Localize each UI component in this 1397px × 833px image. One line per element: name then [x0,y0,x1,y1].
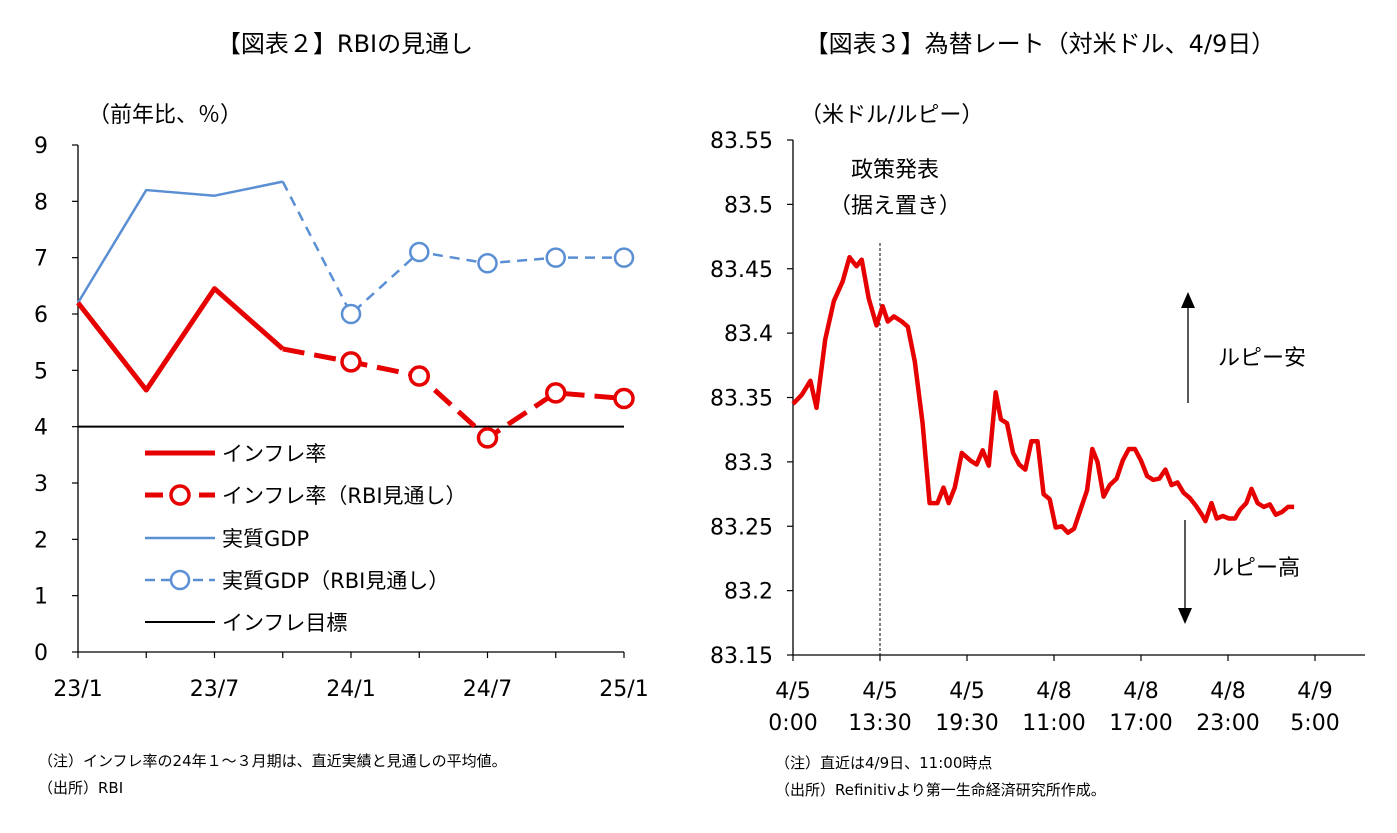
y-tick-label: 83.15 [710,644,773,669]
data-point-marker [340,303,362,325]
left-series [76,180,635,449]
data-point-marker [477,253,498,274]
y-tick-label: 5 [34,359,48,384]
x-tick-label: 23/7 [190,677,239,702]
right-series [791,243,1295,655]
x-tick-label: 24/7 [463,677,512,702]
rupee-weaker-label: ルピー安 [1218,346,1306,371]
x-tick-label-date: 4/5 [862,679,897,704]
y-tick-label: 9 [34,134,48,159]
chart-title-left: 【図表２】RBIの見通し [217,30,473,58]
data-point-marker [545,247,566,268]
y-tick-label: 7 [34,247,48,272]
x-tick-label-time: 5:00 [1290,711,1339,736]
series-line-1 [282,346,625,441]
y-tick-label: 83.45 [710,258,773,283]
source-left: （出所）RBI [38,779,123,797]
series-line-3 [281,181,624,316]
data-point-marker [409,241,430,263]
y-tick-label: 2 [34,528,48,553]
x-tick-label: 25/1 [599,677,648,702]
legend-label: インフレ率 [222,442,326,466]
y-unit-label-right: （米ドル/ルピー） [800,103,983,128]
data-point-marker [476,427,499,449]
x-tick-label-time: 0:00 [768,711,817,736]
y-tick-label: 0 [34,641,48,666]
note-right: （注）直近は4/9日、11:00時点 [775,754,992,772]
data-point-marker [545,382,567,404]
chart-title-right: 【図表３】為替レート（対米ドル、4/9日） [805,30,1276,58]
rbi-outlook-chart: 【図表２】RBIの見通し （前年比、％） 0 1 2 3 4 5 6 7 8 9 23/1 23/7 2… [34,30,649,702]
y-tick-label: 6 [34,303,48,328]
y-tick-label: 4 [34,416,48,441]
x-tick-label-date: 4/5 [949,679,984,704]
source-right: （出所）Refinitivより第一生命経済研究所作成。 [775,781,1106,799]
note-left: （注）インフレ率の24年１～３月期は、直近実績と見通しの平均値。 [38,752,507,770]
x-tick-label-time: 19:30 [935,711,998,736]
y-tick-label: 8 [34,190,48,215]
x-tick-label-time: 11:00 [1022,711,1085,736]
x-tick-label-date: 4/8 [1210,679,1245,704]
y-tick-label: 83.3 [724,451,773,476]
x-tick-label: 24/1 [326,677,375,702]
x-tick-label: 23/1 [53,677,102,702]
data-point-marker [613,387,635,410]
y-tick-label: 83.5 [724,193,773,218]
x-tick-label-time: 17:00 [1109,711,1172,736]
legend-marker [169,484,191,506]
fx-rate-line [791,254,1295,535]
x-tick-label-date: 4/8 [1036,679,1071,704]
y-tick-label: 3 [34,472,48,497]
y-tick-label: 83.35 [710,387,773,412]
y-unit-label-left: （前年比、％） [88,103,242,128]
rupee-stronger-label: ルピー高 [1212,556,1300,581]
x-tick-label-time: 13:30 [848,711,911,736]
legend-label: 実質GDP [222,527,309,551]
up-arrow-icon [1181,292,1195,308]
data-point-marker [613,247,635,268]
legend-marker [169,569,191,591]
legend-label: インフレ率（RBI見通し） [222,484,467,508]
y-tick-label: 83.55 [710,129,773,154]
fx-rate-chart: 【図表３】為替レート（対米ドル、4/9日） （米ドル/ルピー） 83.1583.… [710,30,1365,736]
y-tick-label: 1 [34,585,48,610]
data-point-marker [340,351,362,373]
legend-label: 実質GDP（RBI見通し） [222,569,449,593]
y-tick-label: 83.4 [724,322,773,347]
down-arrow-icon [1178,608,1192,624]
event-annotation-line1: 政策発表 [851,158,939,183]
x-tick-label-date: 4/5 [775,679,810,704]
event-annotation-line2: （据え置き） [829,194,961,219]
series-line-0 [76,286,285,393]
y-tick-label: 83.25 [710,515,773,540]
data-point-marker [408,365,430,387]
right-axes: 83.15 83.2 83.25 83.3 83.35 83.4 83.45 83.5 83.5… [710,129,1365,736]
y-tick-label: 83.2 [724,580,773,605]
x-tick-label-time: 23:00 [1196,711,1259,736]
x-tick-label-date: 4/9 [1297,679,1332,704]
series-line-2 [76,180,284,304]
legend-label: インフレ目標 [222,611,347,635]
left-axes: 0 1 2 3 4 5 6 7 8 9 23/1 23/7 24/1 24/7 25/1 [34,134,649,702]
x-tick-label-date: 4/8 [1123,679,1158,704]
